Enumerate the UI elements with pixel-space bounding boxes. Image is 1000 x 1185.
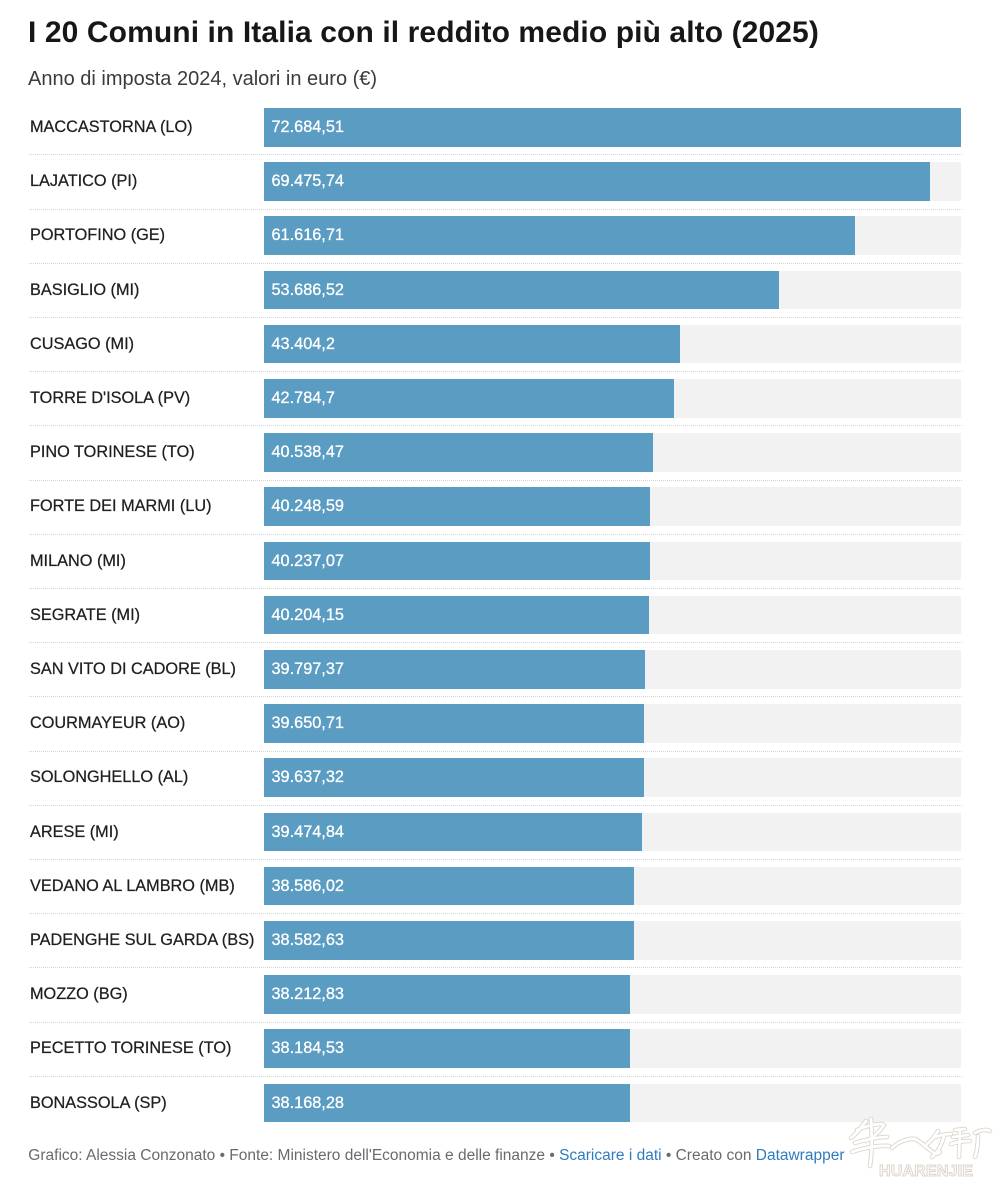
svg-text:HUARENJIE: HUARENJIE	[879, 1163, 973, 1180]
